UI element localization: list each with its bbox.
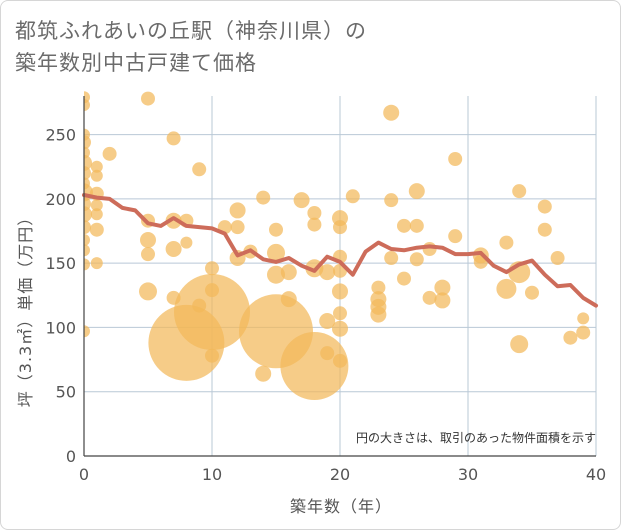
bubble-point <box>141 91 155 106</box>
bubble-point <box>84 258 90 271</box>
bubble-point <box>537 199 552 214</box>
chart-title: 都筑ふれあいの丘駅（神奈川県）の 築年数別中古戸建て価格 <box>15 15 367 79</box>
bubble-point <box>205 261 219 276</box>
grid <box>84 96 597 456</box>
bubble-point <box>90 199 103 212</box>
bubble-point <box>165 241 182 257</box>
bubbles <box>84 91 591 400</box>
bubble-point <box>333 353 347 368</box>
bubble-point <box>577 312 590 325</box>
bubble-point <box>384 251 399 265</box>
bubble-point <box>319 313 336 329</box>
bubble-point <box>84 166 91 181</box>
bubble-point <box>537 222 552 237</box>
y-axis-label: 坪（3.3㎡）単価（万円） <box>16 209 35 407</box>
bubble-point <box>319 264 336 281</box>
bubble-point <box>84 220 91 235</box>
bubble-point <box>434 292 451 309</box>
bubble-point <box>434 279 451 296</box>
bubble-point <box>84 244 90 257</box>
bubble-point <box>229 202 246 219</box>
bubble-point <box>293 192 310 209</box>
bubble-point <box>166 131 181 146</box>
bubble-point <box>255 365 272 382</box>
bubble-point <box>180 236 193 249</box>
bubble-point <box>89 222 104 237</box>
bubble-point <box>332 320 348 337</box>
y-tick-label: 100 <box>45 318 76 337</box>
y-tick-label: 200 <box>45 190 76 209</box>
y-tick-label: 0 <box>66 447 76 466</box>
bubble-point <box>267 265 285 284</box>
bubble-point <box>267 243 285 262</box>
bubble-point <box>345 189 360 204</box>
bubble-point <box>90 160 103 173</box>
bubble-point <box>102 146 117 161</box>
y-tick-label: 50 <box>56 383 76 402</box>
y-tick-label: 150 <box>45 254 76 273</box>
bubble-point <box>448 152 463 166</box>
chart-title-line2: 築年数別中古戸建て価格 <box>15 51 257 75</box>
bubble-point <box>90 169 103 182</box>
x-axis-label: 築年数（年） <box>290 497 392 516</box>
bubble-point <box>84 99 90 111</box>
x-tick-label: 30 <box>458 465 478 484</box>
bubble-point <box>371 280 386 295</box>
x-tick-label: 0 <box>79 465 89 484</box>
bubble-point <box>90 257 103 270</box>
bubble-point <box>141 247 155 262</box>
bubble-point <box>280 291 297 308</box>
bubble-point <box>525 285 539 300</box>
bubble-point <box>409 252 424 267</box>
x-tick-label: 20 <box>330 465 350 484</box>
bubble-point <box>165 212 182 229</box>
bubble-point <box>448 229 463 244</box>
bubble-point <box>383 104 400 121</box>
bubble-point <box>397 218 411 233</box>
size-note: 円の大きさは、取引のあった物件面積を示す <box>356 430 596 445</box>
bubble-point <box>84 325 90 338</box>
bubble-point <box>512 184 527 199</box>
bubble-point <box>333 220 347 235</box>
bubble-point <box>192 162 207 177</box>
trend-line <box>82 193 598 308</box>
bubble-point <box>550 251 565 265</box>
bubble-point <box>205 348 219 363</box>
bubble-point <box>499 235 514 250</box>
bubble-point <box>269 222 283 237</box>
bubble-point <box>332 283 348 300</box>
x-tick-label: 40 <box>586 465 606 484</box>
bubble-point <box>408 183 425 200</box>
bubble-point <box>333 306 347 321</box>
bubble-point <box>576 325 591 340</box>
bubble-point <box>496 278 517 299</box>
bubble-point <box>139 282 157 301</box>
x-tick-label: 10 <box>202 465 222 484</box>
bubble-point <box>256 190 271 205</box>
bubble-point <box>384 193 399 208</box>
bubble-point <box>280 264 297 281</box>
bubble-point <box>422 290 437 305</box>
bubble-point <box>320 346 335 361</box>
bubble-point <box>307 217 322 232</box>
axes: 0 10 20 30 40 0 50 100 150 200 250 <box>45 96 606 484</box>
bubble-point <box>370 306 387 323</box>
bubble-point <box>140 232 156 248</box>
bubble-point <box>90 208 103 221</box>
bubble-point <box>230 220 245 235</box>
bubble-point <box>84 234 90 246</box>
bubble-point <box>174 274 250 350</box>
bubble-point <box>84 135 91 150</box>
bubble-point <box>510 335 529 354</box>
bubble-point <box>397 271 411 286</box>
chart-title-line1: 都筑ふれあいの丘駅（神奈川県）の <box>15 19 367 43</box>
y-tick-label: 250 <box>45 126 76 145</box>
trend-line-group <box>82 193 598 308</box>
bubble-point <box>84 206 92 223</box>
bubble-point <box>422 242 437 256</box>
bubble-point <box>307 206 322 220</box>
bubble-point <box>409 218 424 233</box>
bubble-point <box>563 330 578 345</box>
